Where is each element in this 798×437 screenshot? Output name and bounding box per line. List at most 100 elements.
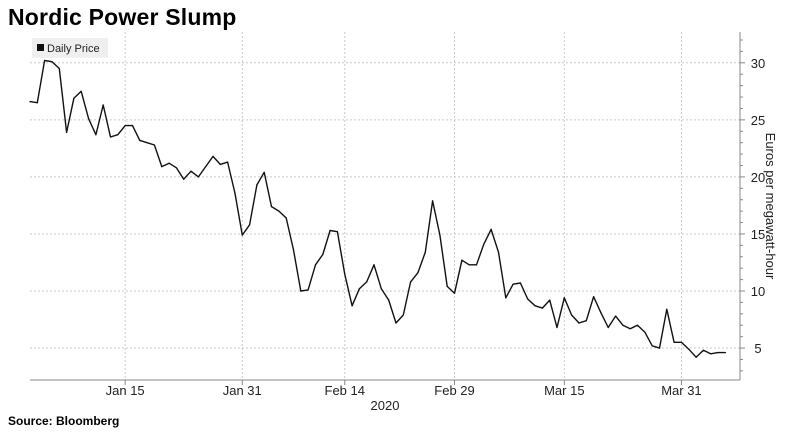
data-point (724, 352, 727, 354)
data-point (446, 285, 448, 287)
data-point (212, 155, 214, 157)
data-point (658, 347, 661, 349)
data-point (292, 249, 295, 251)
data-point (600, 312, 602, 314)
y-tick-label: 10 (751, 284, 765, 299)
data-point (183, 178, 185, 180)
data-point (410, 281, 412, 283)
data-point (673, 341, 675, 343)
data-point (432, 200, 434, 202)
data-point (373, 264, 375, 266)
x-tick-label: Jan 31 (223, 383, 262, 398)
data-point (417, 272, 419, 274)
data-point (168, 162, 170, 164)
data-point (622, 324, 624, 326)
data-point (227, 161, 229, 163)
data-point (578, 322, 580, 324)
data-point (461, 259, 463, 261)
y-tick-label: 20 (751, 170, 765, 185)
data-point (197, 176, 199, 178)
gridlines (30, 32, 740, 380)
data-point (314, 264, 317, 266)
data-point (234, 192, 236, 194)
y-tick-label: 25 (751, 113, 765, 128)
data-point (329, 229, 331, 232)
y-axis-title: Euros per megawatt-hour (763, 133, 778, 280)
data-point (73, 97, 75, 99)
legend-label: Daily Price (47, 43, 100, 55)
data-point (629, 328, 631, 330)
data-point (380, 288, 382, 290)
data-point (695, 356, 697, 358)
data-point (88, 118, 90, 120)
data-point (285, 217, 287, 219)
data-point (453, 292, 456, 294)
data-point (278, 210, 280, 212)
data-point (351, 305, 353, 307)
plot-area (30, 32, 740, 380)
data-point (556, 326, 558, 329)
x-axis-year-label: 2020 (371, 398, 400, 413)
x-tick-label: Jan 15 (106, 383, 145, 398)
data-point (541, 307, 544, 309)
data-point (80, 90, 82, 92)
data-point (593, 296, 595, 298)
y-tick-label: 5 (754, 341, 761, 356)
series-layer (29, 59, 727, 358)
data-point (497, 251, 500, 253)
data-point (161, 166, 163, 168)
data-point (549, 299, 551, 301)
data-point (256, 184, 258, 186)
data-point (366, 281, 368, 283)
data-point (336, 231, 338, 233)
data-point (344, 273, 346, 275)
data-point (322, 253, 324, 256)
y-tick-label: 15 (751, 227, 765, 242)
data-point (153, 144, 155, 146)
x-tick-label: Mar 31 (661, 383, 701, 398)
data-point (717, 352, 719, 354)
data-point (307, 289, 309, 291)
data-point (109, 136, 112, 138)
data-point (519, 282, 522, 284)
source-note: Source: Bloomberg (8, 414, 120, 428)
data-point (44, 59, 46, 62)
data-point (190, 170, 192, 172)
data-point (571, 314, 573, 316)
data-point (300, 290, 302, 292)
data-point (66, 131, 68, 133)
data-point (688, 348, 690, 350)
data-point (402, 314, 404, 316)
data-point (36, 102, 38, 104)
y-axis: 5 10 15 20 25 30 (740, 39, 765, 372)
legend-box (32, 38, 108, 58)
data-point (124, 125, 126, 127)
data-point (483, 243, 485, 245)
data-point (205, 166, 207, 168)
data-point (666, 308, 668, 310)
data-point (439, 234, 441, 236)
data-point (585, 320, 587, 322)
data-point (490, 228, 492, 230)
x-axis: Jan 15 Jan 31 Feb 14 Feb 29 Mar 15 Mar 31 (106, 380, 702, 398)
chart-title: Nordic Power Slump (8, 4, 237, 30)
series-line-daily-price (29, 59, 726, 358)
data-point (424, 251, 426, 253)
data-point (651, 345, 653, 347)
data-point (51, 61, 53, 63)
data-point (117, 134, 119, 136)
data-point (475, 264, 478, 266)
data-point (131, 125, 134, 127)
data-point (607, 326, 609, 329)
data-point (139, 139, 141, 141)
data-point (644, 331, 646, 333)
x-tick-label: Mar 15 (544, 383, 584, 398)
data-point (241, 234, 243, 236)
data-point (505, 297, 507, 299)
data-point (175, 167, 177, 169)
data-point (219, 163, 221, 165)
data-point (58, 67, 60, 70)
data-point (358, 288, 360, 290)
data-point (680, 341, 683, 343)
